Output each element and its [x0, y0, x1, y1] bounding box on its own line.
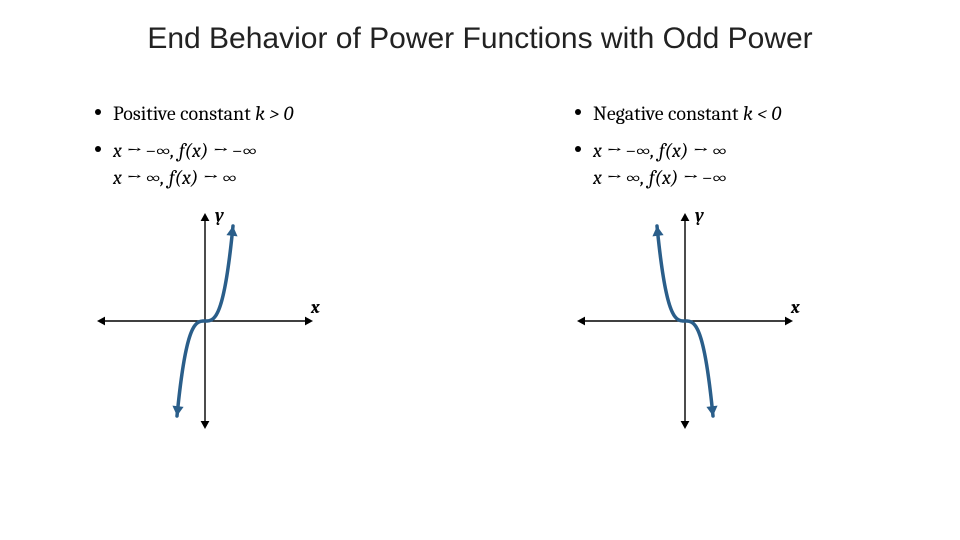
- bullet-icon: [575, 146, 581, 152]
- left-behavior-row: x → −∞, f(x) → −∞ x → ∞, f(x) → ∞: [95, 137, 480, 191]
- left-behavior: x → −∞, f(x) → −∞ x → ∞, f(x) → ∞: [113, 137, 257, 191]
- left-heading-row: Positive constant k > 0: [95, 100, 480, 127]
- left-graph-wrap: yx: [85, 201, 480, 446]
- left-column: Positive constant k > 0 x → −∞, f(x) → −…: [0, 100, 480, 446]
- right-line2: x → ∞, f(x) → −∞: [593, 164, 727, 191]
- left-graph: yx: [85, 201, 325, 441]
- left-heading-text: Positive constant: [113, 102, 255, 125]
- content-columns: Positive constant k > 0 x → −∞, f(x) → −…: [0, 100, 960, 446]
- right-column: Negative constant k < 0 x → −∞, f(x) → ∞…: [480, 100, 960, 446]
- page-title: End Behavior of Power Functions with Odd…: [0, 22, 960, 56]
- svg-text:x: x: [790, 297, 800, 318]
- right-behavior: x → −∞, f(x) → ∞ x → ∞, f(x) → −∞: [593, 137, 727, 191]
- bullet-icon: [95, 109, 101, 115]
- bullet-icon: [575, 109, 581, 115]
- svg-text:x: x: [310, 297, 320, 318]
- right-line1: x → −∞, f(x) → ∞: [593, 137, 727, 164]
- right-heading-math: k < 0: [743, 102, 781, 125]
- left-line1: x → −∞, f(x) → −∞: [113, 137, 257, 164]
- bullet-icon: [95, 146, 101, 152]
- svg-text:y: y: [694, 205, 704, 226]
- right-heading: Negative constant k < 0: [593, 100, 781, 127]
- left-heading-math: k > 0: [255, 102, 293, 125]
- right-heading-text: Negative constant: [593, 102, 743, 125]
- right-graph: yx: [565, 201, 805, 441]
- right-heading-row: Negative constant k < 0: [575, 100, 960, 127]
- right-behavior-row: x → −∞, f(x) → ∞ x → ∞, f(x) → −∞: [575, 137, 960, 191]
- right-graph-wrap: yx: [565, 201, 960, 446]
- svg-text:y: y: [214, 205, 224, 226]
- left-heading: Positive constant k > 0: [113, 100, 293, 127]
- left-line2: x → ∞, f(x) → ∞: [113, 164, 257, 191]
